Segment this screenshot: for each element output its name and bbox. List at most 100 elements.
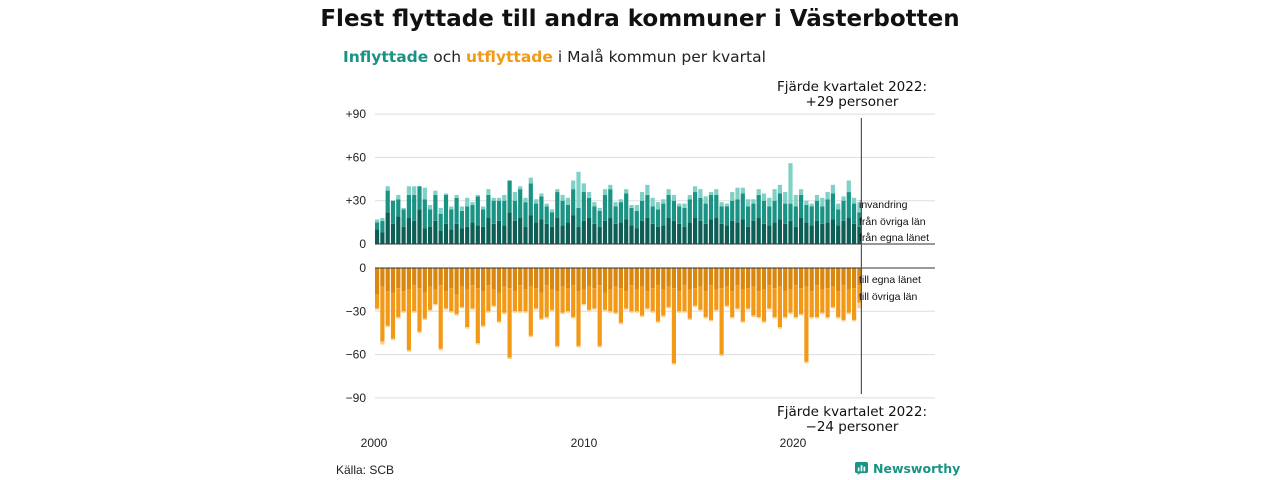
- bar-in-other-counties: [693, 192, 698, 219]
- bar-in-own-county: [496, 220, 502, 244]
- bar-in-immigration: [587, 192, 592, 198]
- bar-in-other-counties: [375, 222, 380, 230]
- bar-in-other-counties: [465, 206, 470, 227]
- bar-in-own-county: [650, 223, 655, 244]
- bar-in-other-counties: [820, 206, 825, 224]
- bar-out-other-counties: [385, 291, 390, 326]
- bar-in-own-county: [793, 226, 798, 244]
- bar-out-other-counties: [507, 288, 512, 358]
- bar-in-other-counties: [534, 203, 539, 223]
- bar-out-own-county: [624, 268, 629, 292]
- bar-out-emigration: [624, 308, 629, 310]
- bar-in-own-county: [756, 218, 761, 244]
- bar-out-emigration: [804, 361, 809, 364]
- bar-out-other-counties: [751, 286, 756, 316]
- bar-in-immigration: [565, 197, 570, 206]
- bar-in-immigration: [438, 207, 443, 214]
- bar-in-immigration: [687, 194, 692, 200]
- bar-in-other-counties: [613, 206, 618, 224]
- bar-out-other-counties: [576, 291, 581, 346]
- y-tick-label: −60: [346, 348, 367, 362]
- bar-in-other-counties: [549, 212, 555, 227]
- bar-out-other-counties: [465, 289, 470, 328]
- bar-out-other-counties: [608, 289, 613, 312]
- bar-in-own-county: [576, 226, 581, 244]
- newsworthy-logo-icon: [855, 462, 868, 475]
- bar-in-own-county: [751, 220, 756, 244]
- bar-out-other-counties: [417, 288, 422, 332]
- bar-in-own-county: [544, 223, 549, 244]
- bar-in-immigration: [836, 203, 841, 210]
- bar-in-own-county: [401, 226, 406, 244]
- bar-in-own-county: [814, 220, 820, 244]
- bar-in-immigration: [592, 202, 597, 207]
- bar-out-own-county: [693, 268, 698, 289]
- source-note: Källa: SCB: [336, 463, 395, 477]
- bar-in-other-counties: [640, 200, 645, 221]
- bar-out-own-county: [406, 268, 411, 290]
- bar-in-own-county: [523, 226, 528, 244]
- bar-in-own-county: [602, 220, 608, 244]
- bar-in-other-counties: [587, 197, 592, 219]
- bar-in-own-county: [438, 231, 443, 244]
- bar-in-other-counties: [825, 199, 830, 223]
- bar-out-other-counties: [428, 286, 433, 310]
- bar-in-other-counties: [719, 206, 724, 224]
- bar-in-own-county: [592, 223, 597, 244]
- bar-in-immigration: [491, 197, 496, 201]
- bar-out-other-counties: [449, 288, 454, 312]
- bar-in-other-counties: [565, 205, 570, 223]
- bar-in-other-counties: [438, 213, 443, 232]
- bar-in-other-counties: [481, 209, 486, 227]
- bar-in-immigration: [708, 192, 714, 195]
- bar-out-emigration: [830, 306, 835, 309]
- bar-out-emigration: [396, 317, 401, 319]
- bar-in-own-county: [788, 220, 793, 244]
- bar-in-own-county: [693, 218, 698, 244]
- bar-out-other-counties: [618, 288, 623, 323]
- bar-in-other-counties: [703, 203, 708, 224]
- bar-in-own-county: [772, 222, 777, 244]
- bar-in-other-counties: [740, 193, 745, 220]
- bar-out-own-county: [375, 268, 380, 294]
- bar-out-emigration: [385, 325, 390, 328]
- bar-out-own-county: [502, 268, 507, 287]
- bar-in-other-counties: [433, 194, 438, 221]
- bar-out-other-counties: [412, 285, 417, 312]
- bar-in-immigration: [788, 163, 793, 204]
- bar-out-other-counties: [809, 291, 814, 318]
- bar-in-other-counties: [708, 194, 714, 220]
- bar-in-immigration: [496, 197, 502, 201]
- bar-out-other-counties: [682, 285, 687, 312]
- bar-in-other-counties: [544, 206, 549, 224]
- bar-out-own-county: [438, 268, 443, 286]
- bar-in-own-county: [560, 225, 565, 244]
- bar-in-other-counties: [746, 206, 751, 227]
- bar-out-other-counties: [496, 292, 502, 322]
- bar-in-other-counties: [841, 200, 846, 221]
- bar-out-other-counties: [730, 291, 735, 318]
- bar-out-own-county: [746, 268, 751, 289]
- bar-out-emigration: [454, 314, 459, 316]
- bar-in-own-county: [449, 229, 454, 244]
- bar-in-immigration: [761, 193, 767, 201]
- bar-in-immigration: [481, 206, 486, 210]
- bar-out-other-counties: [406, 289, 411, 351]
- series-label-in: från egna länet: [859, 232, 929, 244]
- bar-out-own-county: [724, 268, 729, 287]
- bar-out-emigration: [428, 309, 433, 312]
- bar-in-own-county: [396, 216, 401, 244]
- bar-in-immigration: [682, 203, 687, 208]
- bar-out-other-counties: [719, 288, 724, 355]
- bar-out-emigration: [661, 315, 666, 318]
- bar-in-immigration: [449, 206, 454, 210]
- brand-name: Newsworthy: [873, 461, 961, 476]
- bar-out-own-county: [523, 268, 528, 290]
- bar-in-other-counties: [412, 194, 417, 221]
- bar-in-own-county: [549, 226, 555, 244]
- bar-in-own-county: [825, 222, 830, 244]
- bar-out-emigration: [836, 317, 841, 319]
- bar-in-own-county: [677, 223, 682, 244]
- bar-out-own-county: [496, 268, 502, 293]
- bar-in-other-counties: [417, 186, 422, 210]
